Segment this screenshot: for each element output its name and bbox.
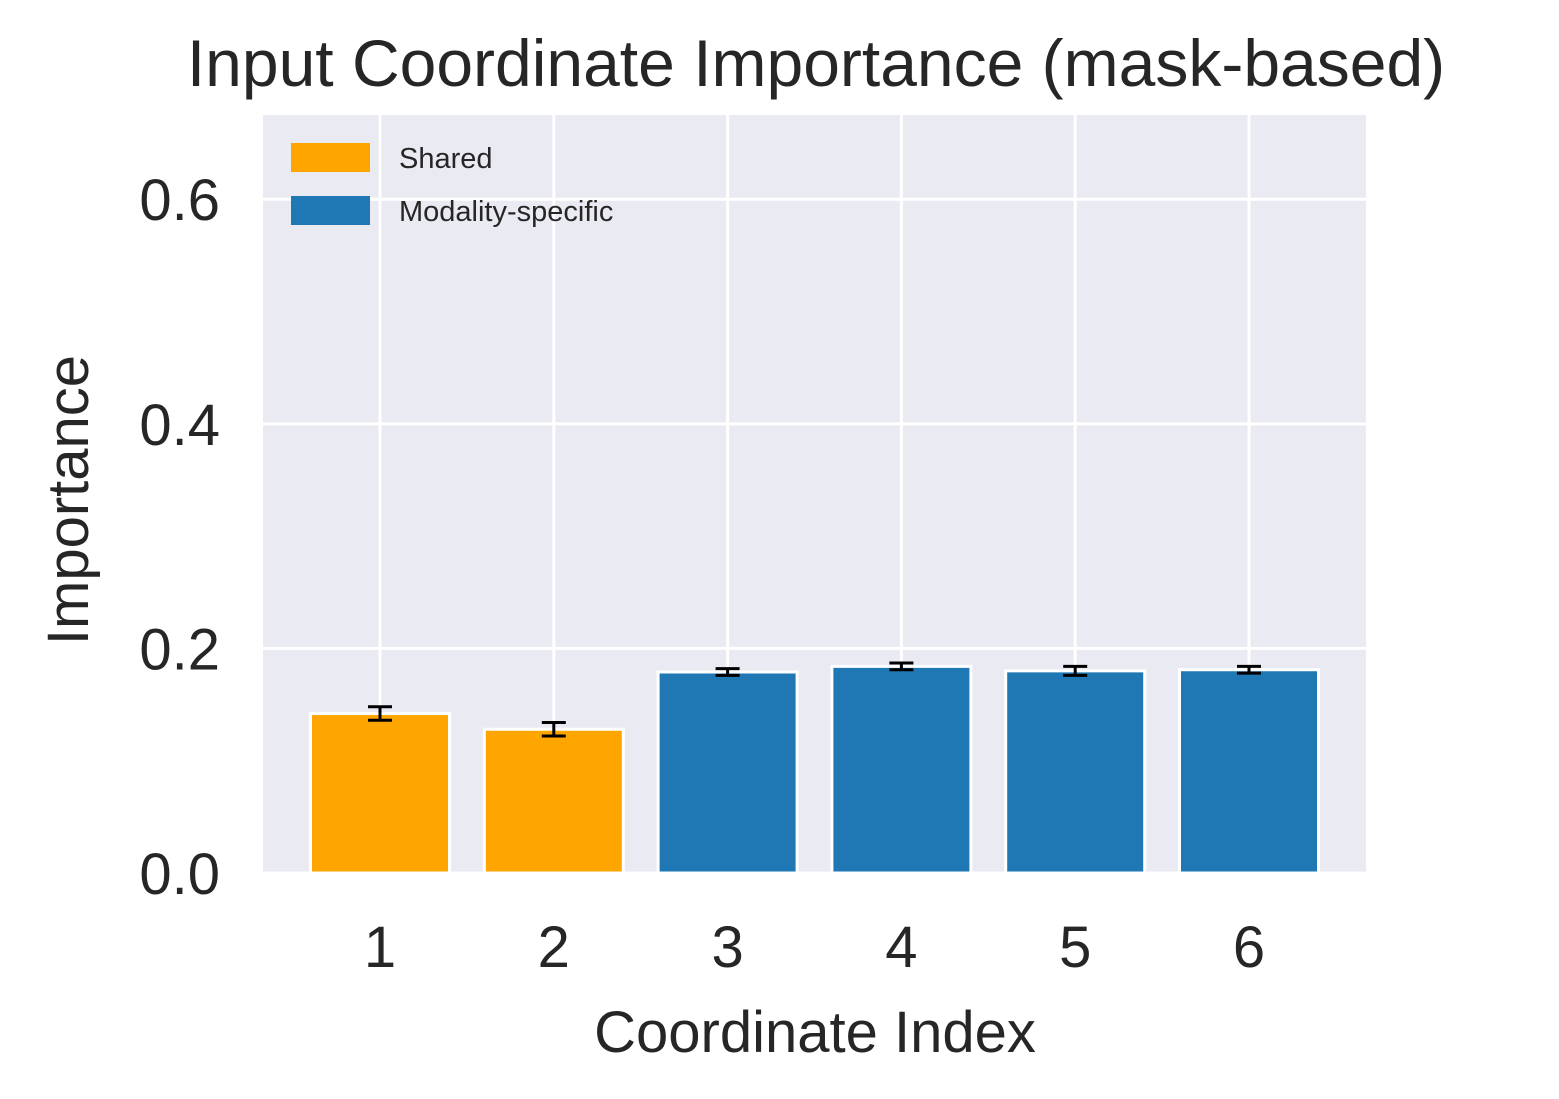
- legend-swatch: [291, 196, 370, 225]
- y-tick-label: 0.0: [139, 842, 220, 907]
- chart-title: Input Coordinate Importance (mask-based): [187, 26, 1445, 100]
- bar: [482, 727, 625, 875]
- y-tick-label: 0.4: [139, 393, 220, 458]
- error-bar: [1063, 664, 1088, 677]
- x-tick-label: 5: [1059, 915, 1091, 980]
- bar: [309, 712, 451, 875]
- x-tick-label: 2: [538, 915, 570, 980]
- x-ticks: 1 2 3 4 5 6: [364, 915, 1265, 980]
- x-tick-label: 6: [1233, 915, 1265, 980]
- x-tick-label: 3: [711, 915, 743, 980]
- bar: [1004, 669, 1147, 875]
- error-bar: [715, 667, 740, 677]
- error-bar: [368, 705, 392, 722]
- error-bar: [1237, 664, 1261, 675]
- legend-label: Shared: [399, 143, 493, 175]
- legend-swatch: [291, 143, 370, 172]
- y-axis-label: Importance: [36, 355, 101, 645]
- bar: [656, 670, 799, 875]
- bar: [1178, 668, 1320, 875]
- legend-item: Shared: [291, 143, 493, 175]
- bar: [830, 664, 973, 875]
- y-ticks: 0.0 0.2 0.4 0.6: [139, 168, 220, 907]
- error-bar: [541, 721, 566, 738]
- x-axis-label: Coordinate Index: [594, 1000, 1036, 1065]
- x-tick-label: 1: [364, 915, 396, 980]
- bars: [309, 664, 1320, 875]
- legend-label: Modality-specific: [399, 196, 613, 228]
- error-bar: [889, 661, 914, 672]
- error-bars: [368, 661, 1261, 738]
- x-tick-label: 4: [885, 915, 917, 980]
- y-tick-label: 0.2: [139, 617, 220, 682]
- y-tick-label: 0.6: [139, 168, 220, 233]
- legend-item: Modality-specific: [291, 196, 613, 228]
- legend: Shared Modality-specific: [291, 143, 613, 228]
